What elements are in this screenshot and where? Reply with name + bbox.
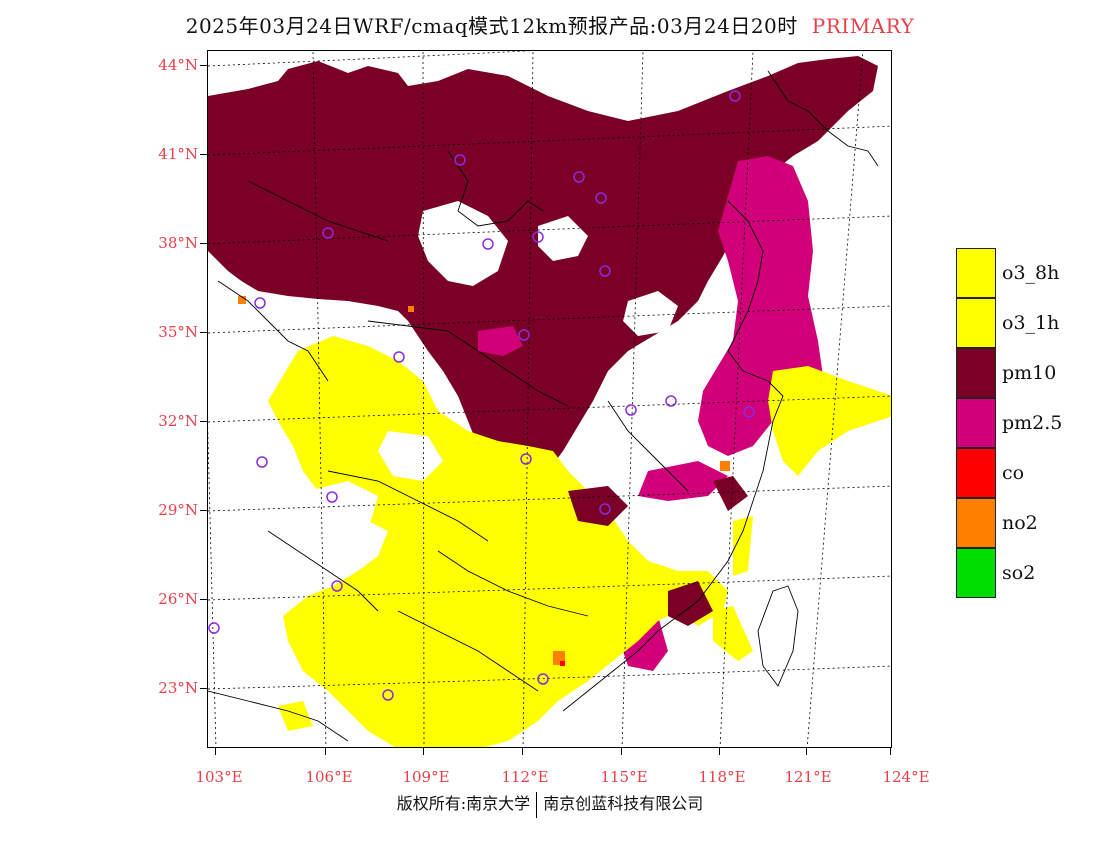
title-main: 2025年03月24日WRF/cmaq模式12km预报产品:03月24日20时 [185, 14, 798, 38]
legend-swatch [956, 298, 996, 348]
station-marker [595, 192, 607, 204]
lat-tick [200, 65, 207, 66]
lon-label-112: 112°E [501, 768, 549, 786]
legend-swatch [956, 448, 996, 498]
legend-label: co [1002, 462, 1025, 484]
station-marker [326, 491, 338, 503]
lat-label-26: 26°N [158, 590, 198, 608]
station-marker [599, 265, 611, 277]
station-marker [454, 154, 466, 166]
legend-swatch [956, 248, 996, 298]
lat-tick [200, 599, 207, 600]
pollutant-map-canvas [208, 51, 891, 747]
title-tag: PRIMARY [811, 14, 915, 38]
legend-swatch [956, 498, 996, 548]
map-panel [207, 50, 892, 748]
lat-label-41: 41°N [158, 145, 198, 163]
lon-tick [621, 748, 622, 755]
lat-tick [200, 332, 207, 333]
legend-item-so2: so2 [956, 548, 1096, 598]
legend-item-co: co [956, 448, 1096, 498]
lat-label-35: 35°N [158, 323, 198, 341]
lon-label-103: 103°E [195, 768, 243, 786]
legend-item-o3-8h: o3_8h [956, 248, 1096, 298]
legend-label: pm2.5 [1002, 412, 1063, 434]
lat-tick [200, 510, 207, 511]
station-marker [537, 673, 549, 685]
lat-tick [200, 421, 207, 422]
station-marker [573, 171, 585, 183]
lon-tick [890, 748, 891, 755]
lon-label-106: 106°E [305, 768, 353, 786]
station-marker [665, 395, 677, 407]
lon-tick [719, 748, 720, 755]
station-marker [599, 503, 611, 515]
station-marker [729, 90, 741, 102]
lat-tick [200, 688, 207, 689]
lon-label-121: 121°E [784, 768, 832, 786]
lon-label-118: 118°E [698, 768, 746, 786]
pm10-region-north [208, 56, 878, 491]
station-marker [382, 689, 394, 701]
station-marker [256, 456, 268, 468]
lon-tick [522, 748, 523, 755]
map-legend: o3_8h o3_1h pm10 pm2.5 co no2 so2 [956, 248, 1096, 598]
lat-tick [200, 243, 207, 244]
lon-tick [325, 748, 326, 755]
legend-label: no2 [1002, 512, 1038, 534]
station-marker [743, 406, 755, 418]
footer-company: 南京创蓝科技有限公司 [543, 794, 704, 813]
copyright-footer: 版权所有:南京大学 南京创蓝科技有限公司 [0, 790, 1100, 818]
lat-label-23: 23°N [158, 679, 198, 697]
o3-region-east [768, 366, 891, 476]
lat-label-29: 29°N [158, 501, 198, 519]
legend-item-pm25: pm2.5 [956, 398, 1096, 448]
lat-label-44: 44°N [158, 56, 198, 74]
legend-label: o3_8h [1002, 262, 1060, 284]
station-marker [518, 329, 530, 341]
map-title: 2025年03月24日WRF/cmaq模式12km预报产品:03月24日20时 P… [0, 10, 1100, 39]
lat-label-32: 32°N [158, 412, 198, 430]
footer-copyright: 版权所有:南京大学 [396, 794, 531, 813]
lon-label-124: 124°E [882, 768, 930, 786]
station-marker [331, 580, 343, 592]
footer-separator [536, 791, 538, 818]
station-marker [532, 231, 544, 243]
o3-region-south [268, 336, 728, 747]
legend-item-no2: no2 [956, 498, 1096, 548]
lon-label-109: 109°E [402, 768, 450, 786]
legend-item-o3-1h: o3_1h [956, 298, 1096, 348]
legend-swatch [956, 348, 996, 398]
lat-tick [200, 154, 207, 155]
station-marker [393, 351, 405, 363]
station-marker [322, 227, 334, 239]
legend-label: so2 [1002, 562, 1036, 584]
lat-label-38: 38°N [158, 234, 198, 252]
station-marker [482, 238, 494, 250]
legend-label: pm10 [1002, 362, 1057, 384]
lon-tick [215, 748, 216, 755]
legend-swatch [956, 548, 996, 598]
legend-swatch [956, 398, 996, 448]
lon-label-115: 115°E [600, 768, 648, 786]
legend-item-pm10: pm10 [956, 348, 1096, 398]
lon-tick [806, 748, 807, 755]
station-marker [254, 297, 266, 309]
station-marker [520, 453, 532, 465]
legend-label: o3_1h [1002, 312, 1060, 334]
lon-tick [423, 748, 424, 755]
station-marker [208, 622, 220, 634]
station-marker [625, 404, 637, 416]
